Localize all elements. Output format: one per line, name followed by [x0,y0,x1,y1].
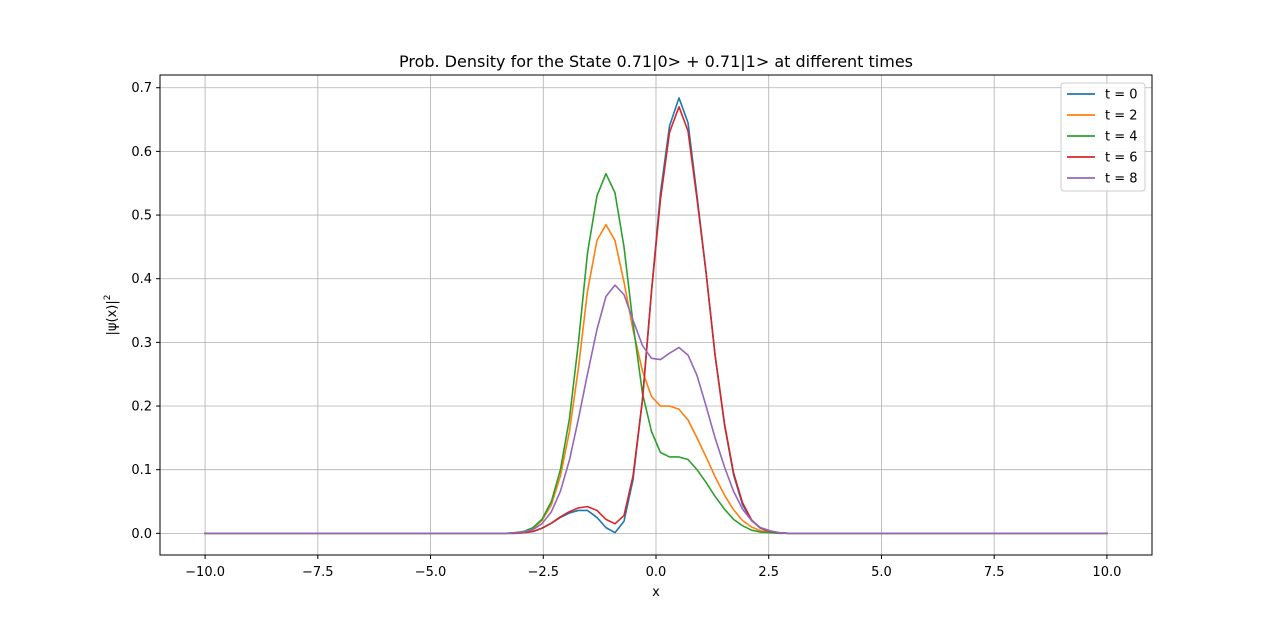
x-tick-label: −7.5 [302,565,334,580]
x-tick-label: 0.0 [646,565,667,580]
legend-label-1: t = 2 [1105,109,1138,124]
x-axis-ticks: −10.0 −7.5 −5.0 −2.5 0.0 2.5 5.0 7.5 10.0 [185,555,1121,580]
series-line-1 [204,223,1108,535]
legend: t = 0 t = 2 t = 4 t = 6 t = 8 [1060,82,1146,192]
plot-lines [204,97,1108,535]
x-tick-label: 2.5 [758,565,779,580]
y-axis-label-base: |ψ(x)| [105,300,120,335]
y-axis-ticks: 0.0 0.1 0.2 0.3 0.4 0.5 0.6 0.7 [131,81,160,542]
x-tick-label: 10.0 [1092,565,1121,580]
legend-label-4: t = 8 [1105,172,1138,187]
x-tick-label: −2.5 [527,565,559,580]
x-tick-label: 5.0 [871,565,892,580]
y-tick-label: 0.3 [131,336,152,351]
x-axis-label: x [652,585,660,600]
series-line-2 [204,172,1108,535]
legend-label-0: t = 0 [1105,88,1138,103]
y-tick-label: 0.4 [131,272,152,287]
x-tick-label: −5.0 [415,565,447,580]
legend-box [1060,82,1146,192]
chart-title: Prob. Density for the State 0.71|0> + 0.… [399,52,913,71]
y-tick-label: 0.5 [131,209,152,224]
y-tick-label: 0.6 [131,145,152,160]
y-tick-label: 0.1 [131,463,152,478]
y-axis-label: |ψ(x)|2 [103,295,120,336]
x-tick-label: 7.5 [984,565,1005,580]
legend-label-3: t = 6 [1105,151,1138,166]
legend-label-2: t = 4 [1105,130,1138,145]
x-tick-label: −10.0 [185,565,225,580]
series-line-4 [204,284,1108,535]
y-tick-label: 0.0 [131,527,152,542]
y-tick-label: 0.7 [131,81,152,96]
y-tick-label: 0.2 [131,400,152,415]
y-axis-label-superscript: 2 [103,295,113,301]
